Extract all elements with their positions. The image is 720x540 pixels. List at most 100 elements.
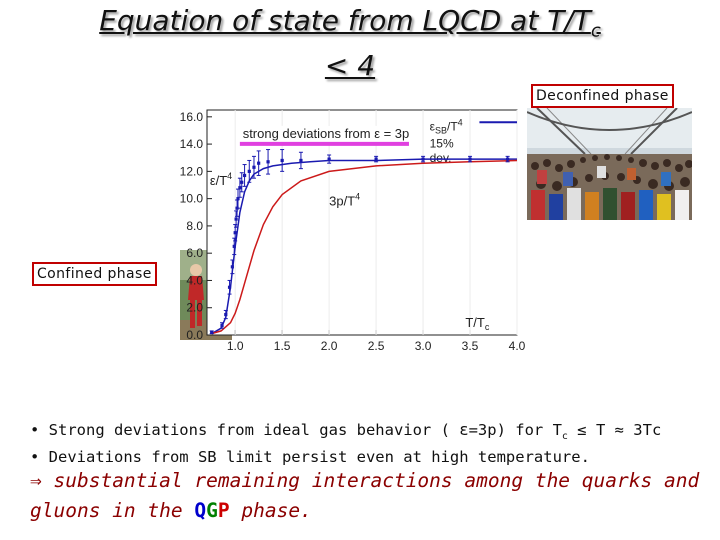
energy-density-point-21	[421, 155, 426, 163]
energy-density-point-12	[242, 164, 247, 187]
data-point-1	[220, 323, 224, 328]
y-axis-ticks: 0.0 2.0 4.0 6.0 8.0 10.0 12.0 14.0 16.0	[180, 110, 204, 342]
conclusion-text: ⇒ substantial remaining interactions amo…	[30, 466, 710, 526]
data-point-5	[232, 244, 236, 248]
title-line-2: < 4	[324, 48, 376, 82]
bullet-1-text: • Strong deviations from ideal gas behav…	[30, 421, 562, 439]
data-point-22	[468, 157, 472, 161]
bullet-item-1: • Strong deviations from ideal gas behav…	[30, 420, 710, 447]
energy-density-point-23	[505, 155, 510, 163]
deconfined-phase-label: Deconfined phase	[531, 84, 674, 108]
data-point-17	[280, 158, 284, 163]
energy-density-point-7	[234, 210, 239, 228]
data-point-16	[266, 160, 270, 164]
energy-density-point-14	[251, 155, 256, 179]
x-tick-label-4: 3.0	[415, 339, 432, 353]
data-point-2	[224, 312, 228, 317]
energy-density-point-0	[209, 330, 214, 335]
data-point-23	[506, 157, 510, 161]
data-point-7	[234, 217, 238, 221]
deviation-percent: 15%	[430, 137, 454, 151]
energy-density-point-17	[280, 149, 285, 172]
energy-density-point-19	[327, 154, 332, 164]
y-tick-label-2: 4.0	[186, 273, 203, 287]
qgp-p: P	[217, 499, 230, 522]
data-point-15	[257, 161, 261, 165]
data-point-18	[299, 158, 303, 163]
sb-limit-label: εSB/T4 15% dev.	[430, 117, 463, 164]
energy-density-point-16	[266, 149, 271, 175]
pressure-curve	[211, 159, 518, 335]
conclusion-body: substantial remaining interactions among…	[30, 469, 700, 522]
sb-sup: 4	[458, 117, 463, 127]
data-point-21	[421, 157, 425, 161]
energy-density-point-18	[298, 151, 303, 170]
x-tick-label-1: 1.5	[274, 339, 291, 353]
x-tick-label-5: 3.5	[462, 339, 479, 353]
crowd-bridge-image	[527, 108, 692, 220]
x-tick-label-2: 2.0	[321, 339, 338, 353]
data-point-4	[230, 265, 234, 269]
energy-density-points	[209, 149, 510, 335]
data-point-6	[233, 231, 237, 235]
deconfined-crowd-photo	[527, 108, 692, 220]
data-point-19	[327, 157, 331, 161]
pressure-series-label: 3p/T4	[329, 191, 360, 208]
y-tick-label-6: 12.0	[180, 164, 204, 178]
x-tick-label-0: 1.0	[227, 339, 244, 353]
slide-title: Equation of state from LQCD at T/Tc < 4	[0, 4, 700, 83]
data-point-13	[247, 169, 251, 173]
energy-density-point-2	[223, 309, 228, 320]
title-subscript: c	[590, 20, 601, 42]
bullet-item-2: • Deviations from SB limit persist even …	[30, 448, 590, 467]
y-tick-label-1: 2.0	[186, 301, 203, 315]
conclusion-end: phase.	[229, 499, 312, 522]
y-tick-label-8: 16.0	[180, 110, 204, 124]
data-point-11	[240, 180, 244, 184]
deviation-annotation: strong deviations from ε = 3p	[243, 126, 410, 141]
eos-chart: 0.0 2.0 4.0 6.0 8.0 10.0 12.0 14.0 16.0 1.0 1.5 2.…	[180, 109, 526, 353]
bullet-list: • Strong deviations from ideal gas behav…	[30, 420, 710, 468]
data-point-14	[252, 165, 256, 169]
data-point-3	[227, 285, 232, 289]
y-tick-label-3: 6.0	[186, 246, 203, 260]
implies-arrow: ⇒	[30, 469, 42, 492]
data-point-10	[238, 186, 242, 190]
y-tick-label-5: 10.0	[180, 192, 204, 206]
energy-density-point-20	[374, 155, 379, 163]
bullet-1-sub: c	[561, 431, 568, 443]
sb-eps: ε	[430, 119, 436, 133]
gridlines	[207, 110, 518, 336]
svg-text:εSB/T4: εSB/T4	[430, 117, 463, 135]
confined-phase-label: Confined phase	[32, 262, 157, 286]
y-tick-label-0: 0.0	[186, 328, 203, 342]
y-tick-label-7: 14.0	[180, 137, 204, 151]
plot-frame	[206, 109, 518, 336]
data-point-20	[374, 157, 378, 161]
data-point-9	[236, 197, 240, 201]
energy-density-point-11	[239, 172, 244, 193]
deviation-word: dev.	[430, 151, 452, 165]
sb-suffix: /T	[447, 119, 458, 133]
data-point-0	[210, 330, 214, 334]
energy-density-point-22	[468, 155, 473, 163]
energy-density-point-13	[247, 159, 252, 183]
y-tick-label-4: 8.0	[186, 219, 203, 233]
energy-density-point-4	[230, 259, 235, 275]
energy-density-point-10	[237, 177, 242, 198]
x-axis-ticks: 1.0 1.5 2.0 2.5 3.0 3.5 4.0	[227, 339, 526, 353]
x-axis-label: T/Tc	[465, 315, 490, 332]
x-tick-label-3: 2.5	[368, 339, 385, 353]
sb-sub: SB	[435, 125, 447, 135]
energy-density-point-3	[227, 279, 232, 295]
bullet-1-suffix: ≤ T ≈ 3Tc	[567, 421, 662, 439]
qgp-g: G	[206, 499, 218, 522]
energy-density-point-15	[256, 150, 261, 176]
data-point-12	[242, 173, 247, 178]
energy-density-series-label: ε/T4	[210, 171, 232, 188]
energy-density-point-1	[220, 322, 225, 329]
x-tick-label-6: 4.0	[509, 339, 526, 353]
qgp-q: Q	[194, 499, 207, 522]
title-line-1: Equation of state from LQCD at T/T	[99, 4, 591, 37]
deviation-annotation-box	[239, 125, 409, 142]
